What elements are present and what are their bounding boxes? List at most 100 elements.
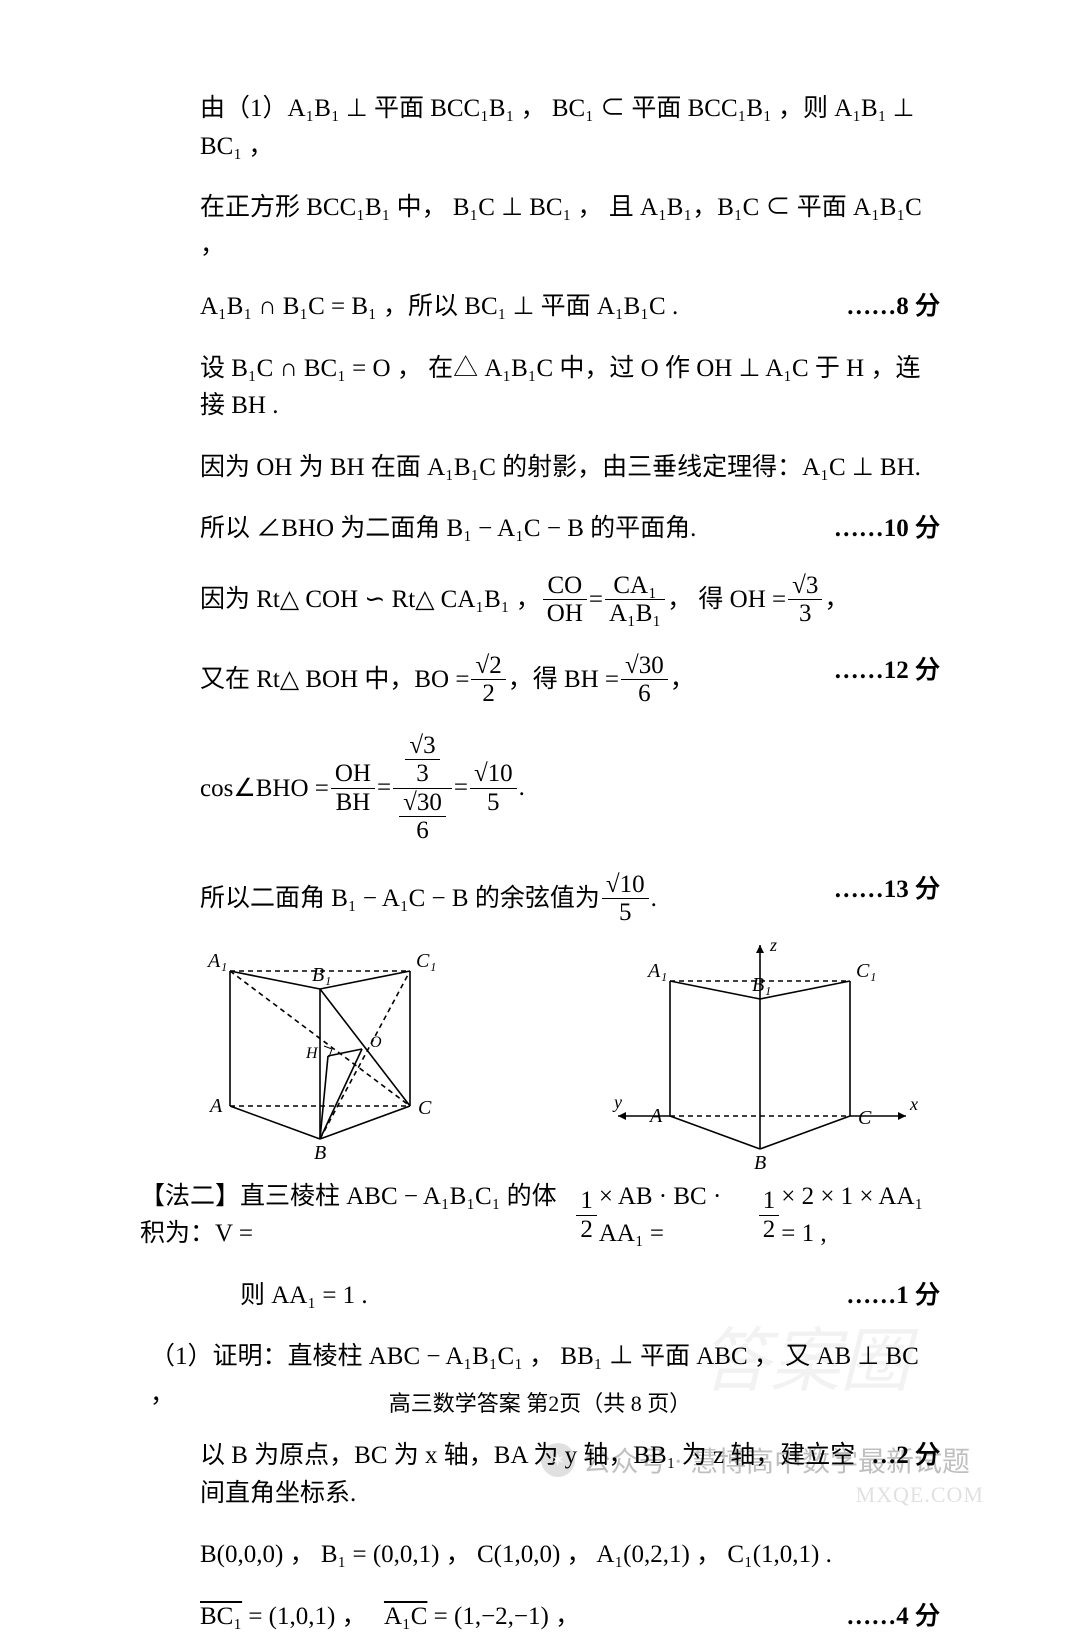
svg-text:C: C [858,1107,872,1129]
para-5: 因为 OH 为 BH 在面 A₁B₁C 的射影，由三垂线定理得：A₁C ⊥ BH… [200,449,940,487]
para-11: 【法二】直三棱柱 ABC − A₁B₁C₁ 的体积为：V = 1 2 × AB … [140,1178,940,1253]
vector: BC₁ [200,1603,242,1630]
prism-diagram-left: A₁C₁B₁ACBOH [210,951,450,1161]
score-2: …2 分 [871,1437,940,1475]
text: 因为 Rt△ COH ∽ Rt△ CA₁B₁ ， [200,581,541,619]
num: √30 [399,789,446,818]
num: 1 [759,1187,780,1216]
num: √3 [405,732,439,761]
num: √2 [471,652,505,681]
num: CO [543,572,587,601]
fraction: √3 3 √30 6 [393,732,452,845]
para-9: cos∠BHO = OH BH = √3 3 √30 6 = √10 5 [200,732,940,845]
eq: = [589,581,603,619]
fraction: CA₁ A₁B₁ [605,572,665,628]
svg-text:C₁: C₁ [416,950,436,972]
para-1: 由（1）A₁B₁ ⊥ 平面 BCC₁B₁ ， BC₁ ⊂ 平面 BCC₁B₁ ，… [200,90,940,165]
t: 【法二】直三棱柱 ABC − A₁B₁C₁ 的体积为：V = [140,1178,574,1253]
t: . [519,774,525,802]
den: 3 [405,760,439,788]
fraction: √3 3 [405,732,439,788]
t: cos∠BHO = [200,773,329,803]
num: √3 [788,572,822,601]
svg-text:A: A [208,1095,223,1117]
page-footer: 高三数学答案 第2页（共 8 页） [0,1386,1080,1418]
para-12: 则 AA₁ = 1 . ……1 分 [200,1277,940,1315]
para-2: 在正方形 BCC₁B₁ 中， B₁C ⊥ BC₁ ， 且 A₁B₁，B₁C ⊂ … [200,189,940,264]
t: = (1,0,1) ， [248,1603,379,1630]
vector: A₁C [384,1603,427,1630]
num: 1 [576,1187,597,1216]
den: 6 [399,817,446,845]
svg-text:B: B [754,1152,766,1174]
para-8: 又在 Rt△ BOH 中，BO = √2 2 ，得 BH = √30 6 ， …… [200,652,940,708]
t: ，得 BH = [508,661,619,699]
text: 由（1）A₁B₁ ⊥ 平面 BCC₁B₁ ， BC₁ ⊂ 平面 BCC₁B₁ ，… [200,95,914,160]
para-6: 所以 ∠BHO 为二面角 B₁ − A₁C − B 的平面角. ……10 分 [200,510,940,548]
page: 由（1）A₁B₁ ⊥ 平面 BCC₁B₁ ， BC₁ ⊂ 平面 BCC₁B₁ ，… [0,0,1080,1526]
den: A₁B₁ [605,600,665,628]
svg-text:x: x [909,1094,918,1114]
t: 所以二面角 B₁ − A₁C − B 的余弦值为 [200,880,600,918]
fraction: CO OH [543,572,587,628]
svg-text:H: H [305,1045,319,1062]
text: BC₁ = (1,0,1) ， A₁C = (1,−2,−1) ， [200,1598,826,1635]
svg-text:O: O [370,1034,382,1051]
fraction: √10 5 [470,760,517,816]
svg-text:C₁: C₁ [856,960,876,982]
score-12: ……12 分 [834,652,940,690]
num: √3 3 [393,732,452,789]
fraction: √3 3 [788,572,822,628]
para-14: 以 B 为原点，BC 为 x 轴，BA 为 y 轴，BB₁ 为 z 轴，建立空间… [200,1437,940,1512]
figure-left: A₁C₁B₁ACBOH [210,951,450,1176]
para-3: A₁B₁ ∩ B₁C = B₁ ，所以 BC₁ ⊥ 平面 A₁B₁C . ……8… [200,288,940,326]
fraction: √10 5 [602,871,649,927]
figure-right: zxyA₁C₁B₁ACB [600,951,930,1176]
svg-text:z: z [769,935,777,955]
t: = (1,−2,−1) ， [434,1603,580,1630]
text: 得 OH = [698,581,786,619]
eq: = [454,774,468,802]
para-10: 所以二面角 B₁ − A₁C − B 的余弦值为 √10 5 . ……13 分 [200,871,940,927]
fraction: OH BH [331,760,375,816]
den: 2 [576,1216,597,1244]
text: ， [824,581,849,619]
svg-text:B₁: B₁ [752,974,771,996]
prism-diagram-right: zxyA₁C₁B₁ACB [600,951,930,1171]
svg-text:A: A [648,1105,663,1127]
t: × AB · BC · AA₁ = [599,1178,757,1253]
text: 所以 ∠BHO 为二面角 B₁ − A₁C − B 的平面角. [200,510,814,548]
text: 所以二面角 B₁ − A₁C − B 的余弦值为 √10 5 . [200,871,814,927]
text: B(0,0,0) ， B₁ = (0,0,1) ， C(1,0,0) ， A₁(… [200,1541,832,1568]
den: OH [543,600,587,628]
fraction: 1 2 [759,1187,780,1243]
t: × 2 × 1 × AA₁ = 1 , [781,1178,940,1253]
text: A₁B₁ ∩ B₁C = B₁ ，所以 BC₁ ⊥ 平面 A₁B₁C . [200,288,826,326]
svg-text:B₁: B₁ [312,964,331,986]
fraction: 1 2 [576,1187,597,1243]
score-4: ……4 分 [846,1598,940,1635]
score-8: ……8 分 [846,288,940,326]
den: 2 [759,1216,780,1244]
eq: = [377,774,391,802]
svg-text:A₁: A₁ [206,950,227,972]
den: √30 6 [393,789,452,845]
svg-text:C: C [418,1097,432,1119]
para-16: BC₁ = (1,0,1) ， A₁C = (1,−2,−1) ， ……4 分 [200,1598,940,1635]
svg-text:B: B [314,1142,326,1164]
text: 以 B 为原点，BC 为 x 轴，BA 为 y 轴，BB₁ 为 z 轴，建立空间… [200,1437,867,1512]
den: 5 [602,899,649,927]
svg-text:y: y [612,1092,622,1112]
text: 设 B₁C ∩ BC₁ = O ， 在△ A₁B₁C 中，过 O 作 OH ⊥ … [200,355,921,420]
num: OH [331,760,375,789]
den: 2 [471,680,505,708]
para-7: 因为 Rt△ COH ∽ Rt△ CA₁B₁ ， CO OH = CA₁ A₁B… [200,572,940,628]
fraction: √30 6 [621,652,668,708]
den: 6 [621,680,668,708]
text: 在正方形 BCC₁B₁ 中， B₁C ⊥ BC₁ ， 且 A₁B₁，B₁C ⊂ … [200,194,922,259]
num: √30 [621,652,668,681]
fraction: √2 2 [471,652,505,708]
t: . [651,880,657,918]
figures-row: A₁C₁B₁ACBOH zxyA₁C₁B₁ACB [200,951,940,1176]
para-4: 设 B₁C ∩ BC₁ = O ， 在△ A₁B₁C 中，过 O 作 OH ⊥ … [200,350,940,425]
